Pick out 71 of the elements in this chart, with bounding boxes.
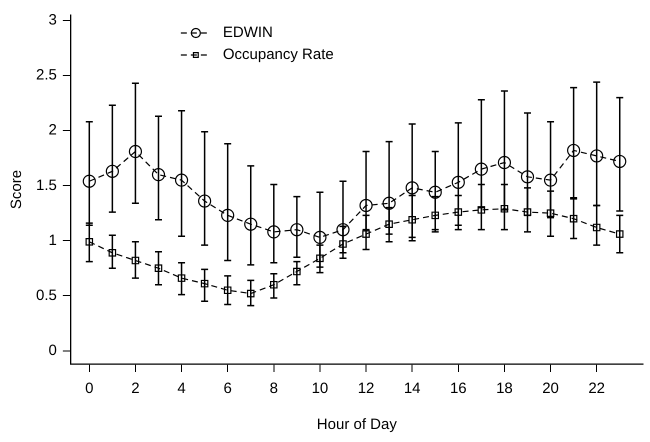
point [613, 154, 626, 168]
point [128, 144, 142, 158]
point [474, 162, 488, 176]
point [178, 274, 186, 282]
y-tick-label: 2 [48, 122, 57, 139]
point [520, 170, 534, 184]
x-tick-label: 8 [270, 380, 278, 398]
x-tick-label: 18 [496, 380, 513, 398]
point [246, 290, 255, 298]
point [267, 225, 280, 238]
point [592, 224, 600, 232]
legend-label: EDWIN [222, 24, 273, 42]
legend-label: Occupancy Rate [222, 46, 334, 64]
point [132, 256, 140, 264]
point [152, 168, 166, 182]
point [86, 238, 94, 246]
point [82, 174, 96, 188]
y-tick-label: 0.5 [36, 286, 57, 304]
x-tick-label: 4 [177, 380, 186, 398]
y-tick-label: 0 [48, 342, 57, 359]
point [498, 156, 512, 170]
point [108, 249, 116, 257]
point [221, 208, 234, 222]
x-tick-label: 16 [450, 380, 467, 398]
point [174, 174, 188, 187]
y-axis-title: Score [8, 170, 26, 210]
point [362, 230, 370, 238]
point [339, 240, 347, 248]
point [478, 206, 486, 214]
point [385, 220, 393, 228]
point [200, 280, 208, 288]
x-tick-label: 22 [588, 380, 606, 398]
x-tick-label: 2 [131, 380, 140, 398]
x-tick-label: 6 [224, 380, 232, 398]
x-axis-title: Hour of Day [316, 416, 398, 434]
x-tick-label: 20 [542, 380, 559, 398]
x-tick-label: 14 [404, 380, 421, 398]
point [290, 223, 304, 236]
point [408, 216, 416, 224]
point [244, 218, 258, 231]
point [106, 164, 119, 178]
point [546, 209, 554, 217]
point [198, 194, 212, 208]
point [336, 223, 350, 236]
point [406, 181, 419, 194]
point [616, 230, 624, 238]
y-tick-label: 1 [48, 232, 57, 249]
y-tick-label: 3 [48, 12, 57, 29]
point [224, 286, 232, 294]
y-tick-label: 2.5 [36, 66, 57, 84]
point [524, 208, 532, 216]
point [567, 144, 580, 158]
point [428, 186, 442, 199]
point [316, 254, 324, 262]
point [544, 174, 558, 187]
point [154, 264, 162, 272]
point [590, 149, 604, 163]
x-tick-label: 10 [312, 380, 328, 398]
point [293, 268, 301, 276]
point [570, 214, 578, 222]
point [382, 196, 396, 210]
x-tick-label: 0 [85, 380, 94, 398]
y-tick-label: 1.5 [36, 176, 57, 194]
x-tick-label: 12 [358, 380, 374, 398]
point [359, 198, 373, 212]
point [500, 204, 508, 213]
point [270, 280, 278, 289]
point [313, 230, 327, 244]
point [454, 208, 462, 216]
point [452, 176, 465, 189]
point [431, 212, 440, 220]
